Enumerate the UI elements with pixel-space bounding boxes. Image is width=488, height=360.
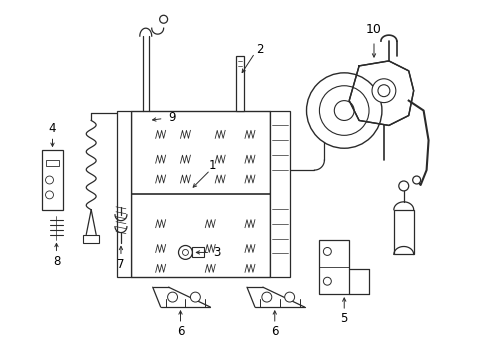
Bar bbox=[41, 150, 63, 210]
Polygon shape bbox=[348, 61, 413, 125]
Text: 4: 4 bbox=[49, 122, 56, 135]
Circle shape bbox=[178, 246, 192, 260]
Circle shape bbox=[284, 292, 294, 302]
Circle shape bbox=[398, 181, 408, 191]
Bar bbox=[131, 111, 269, 277]
Bar bbox=[192, 247, 204, 257]
Bar bbox=[45, 160, 60, 166]
Circle shape bbox=[306, 73, 381, 148]
Circle shape bbox=[45, 191, 53, 199]
Text: 6: 6 bbox=[270, 325, 278, 338]
Circle shape bbox=[323, 277, 331, 285]
Text: 6: 6 bbox=[176, 325, 184, 338]
Text: 10: 10 bbox=[366, 23, 381, 36]
Bar bbox=[269, 111, 289, 277]
Bar bbox=[117, 111, 131, 277]
Text: 8: 8 bbox=[53, 255, 60, 268]
Circle shape bbox=[167, 292, 177, 302]
Bar bbox=[319, 239, 348, 294]
Text: 7: 7 bbox=[117, 258, 124, 271]
Circle shape bbox=[412, 176, 420, 184]
Circle shape bbox=[377, 85, 389, 96]
Bar bbox=[236, 56, 244, 111]
Bar bbox=[393, 210, 413, 255]
Text: 5: 5 bbox=[340, 312, 347, 325]
Circle shape bbox=[371, 79, 395, 103]
Circle shape bbox=[182, 249, 188, 255]
Circle shape bbox=[334, 100, 353, 121]
Text: 1: 1 bbox=[208, 159, 216, 172]
Bar bbox=[83, 235, 99, 243]
Circle shape bbox=[262, 292, 271, 302]
Circle shape bbox=[319, 86, 368, 135]
Circle shape bbox=[190, 292, 200, 302]
Text: 3: 3 bbox=[213, 246, 221, 259]
Circle shape bbox=[323, 247, 331, 255]
Text: 9: 9 bbox=[167, 111, 175, 124]
Circle shape bbox=[160, 15, 167, 23]
Circle shape bbox=[45, 176, 53, 184]
Text: 2: 2 bbox=[256, 42, 263, 55]
